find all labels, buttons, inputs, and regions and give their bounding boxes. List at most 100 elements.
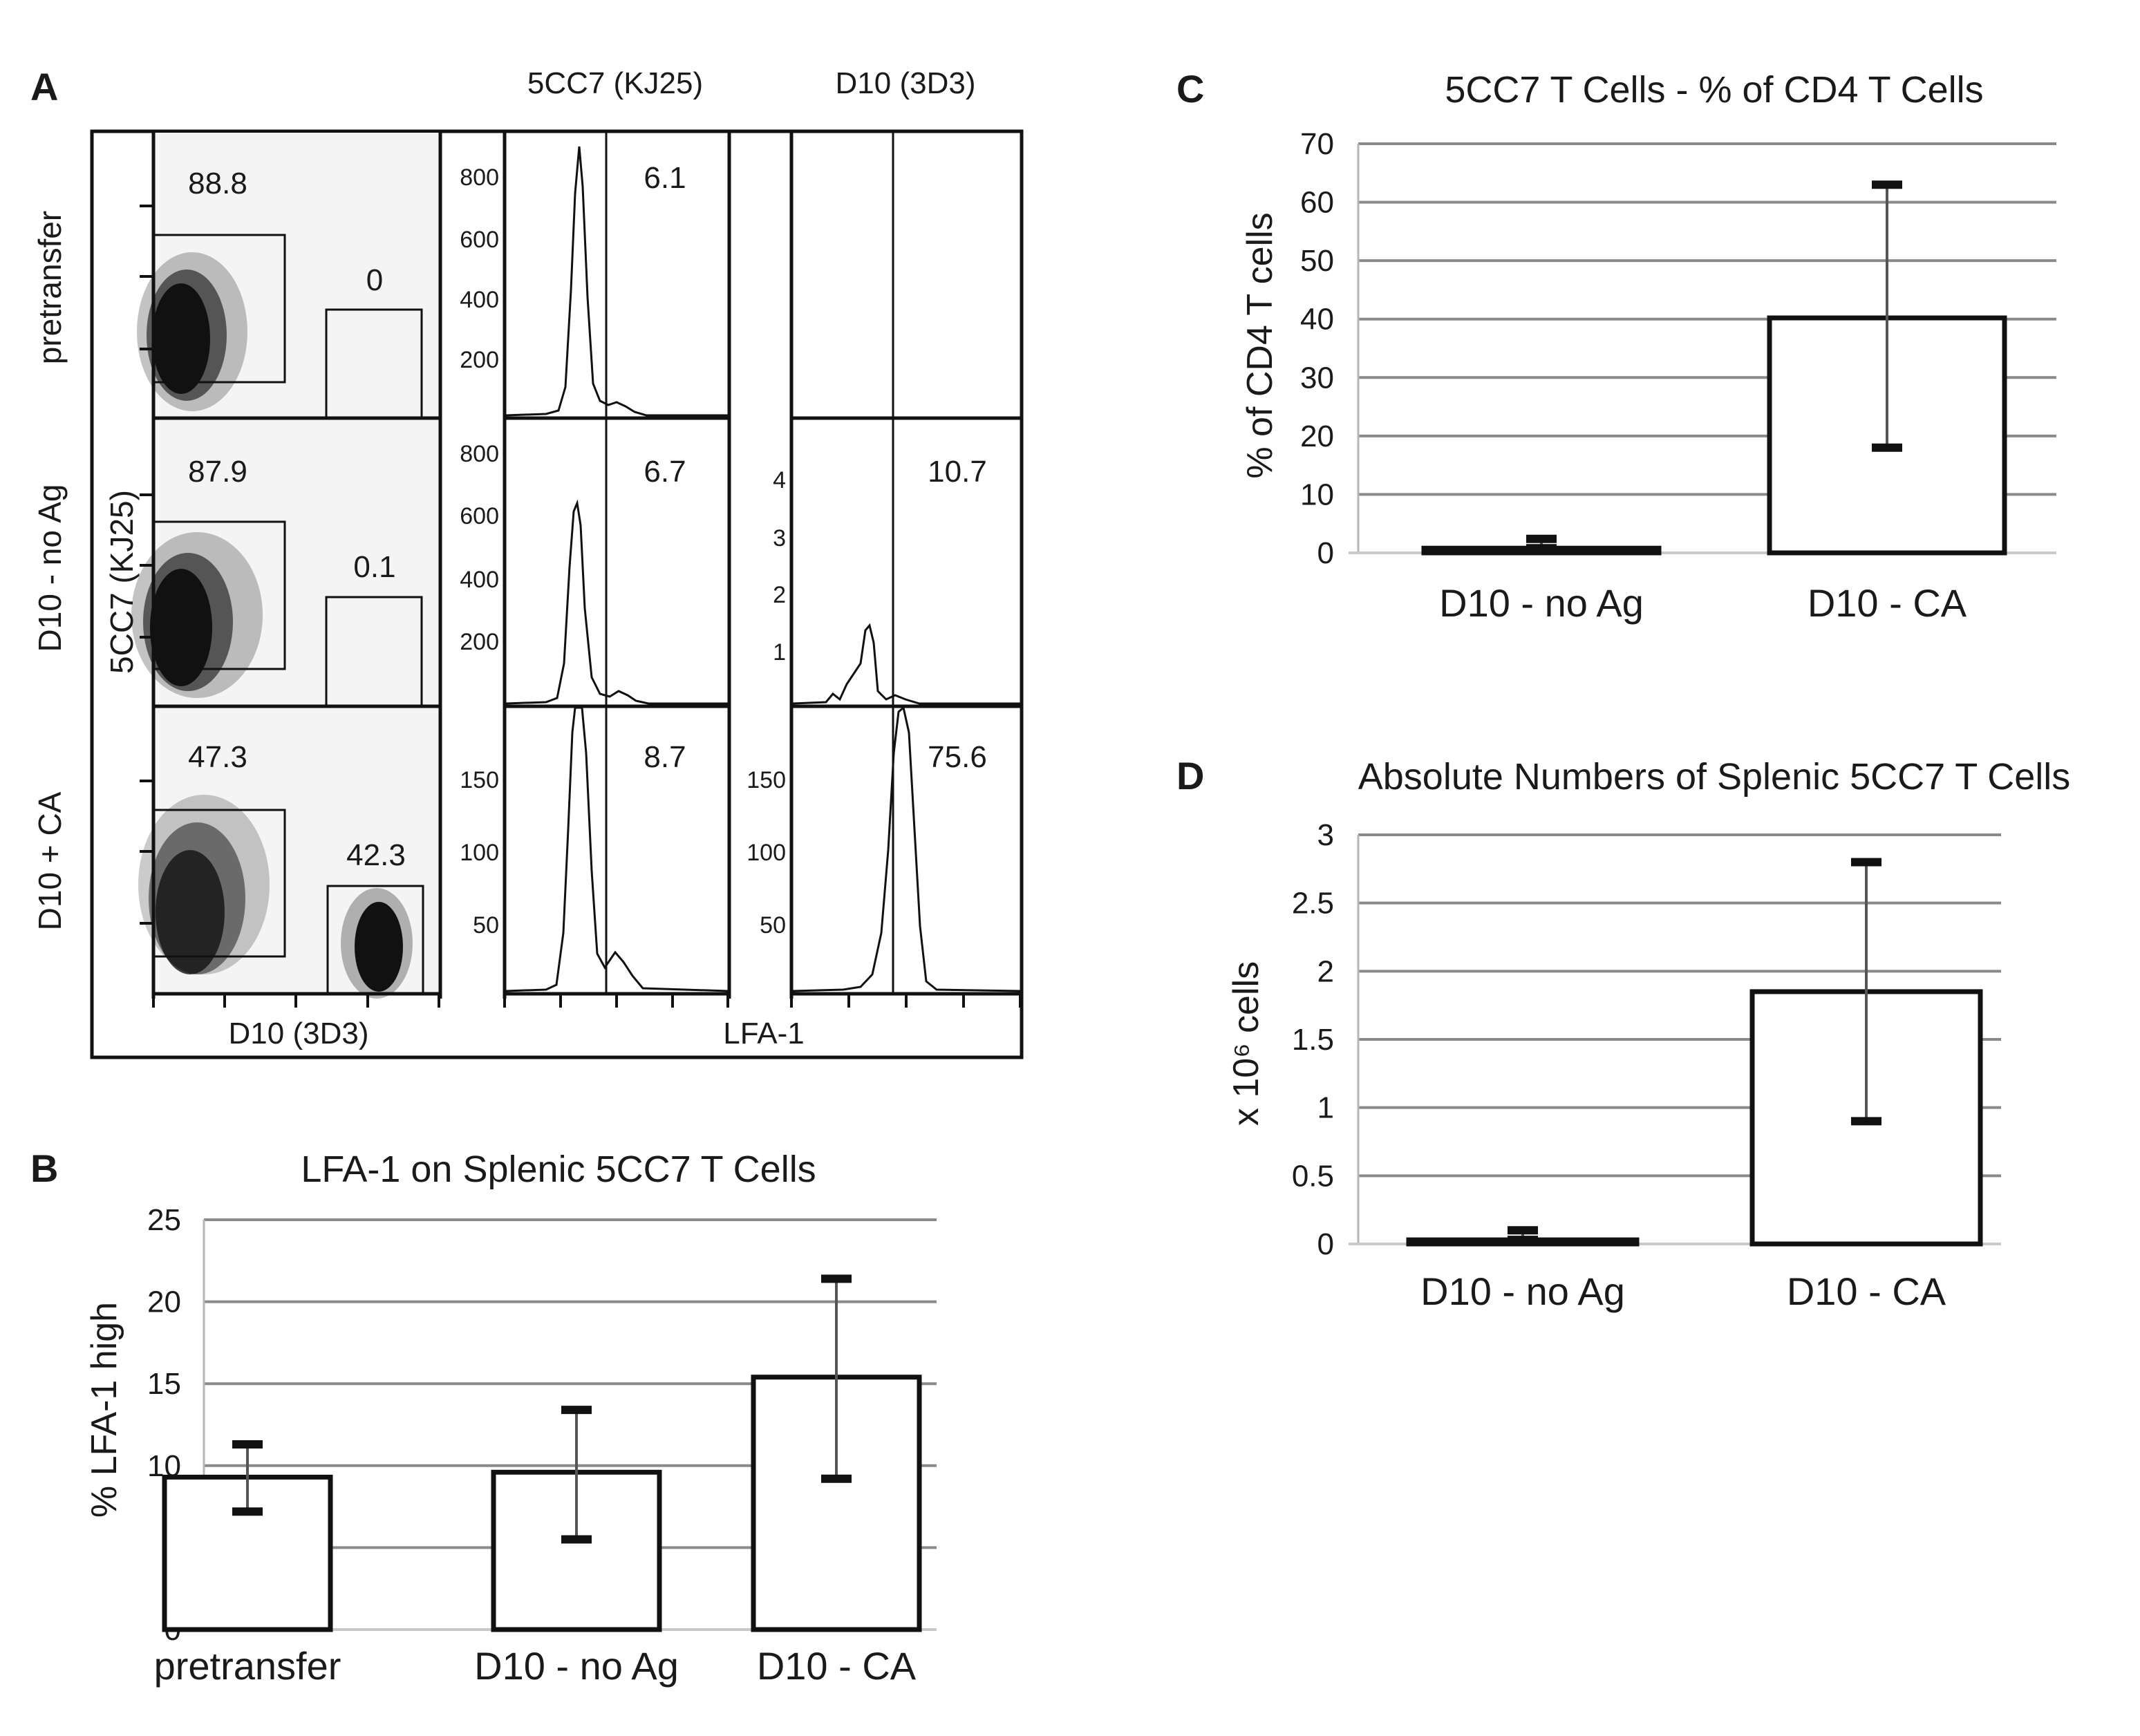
y-tick-label: 40 — [1300, 303, 1334, 337]
d10-histogram-column: LFA-1 4 3 2 1 150 100 50 10.7 75.6 — [723, 131, 1022, 1050]
chart-d-categories: D10 - no Ag D10 - CA — [1420, 1270, 1946, 1313]
dot-population-row-1 — [137, 252, 247, 411]
d10-tick-label: 1 — [773, 639, 786, 666]
d10-histogram-row-2 — [792, 623, 1020, 705]
kj25-tick-label: 800 — [460, 441, 499, 467]
y-tick-label: 3 — [1317, 818, 1334, 852]
y-tick-label: 60 — [1300, 186, 1334, 220]
dot-plot-y-label: 5CC7 (KJ25) — [104, 490, 140, 674]
y-tick-label: 0 — [1317, 536, 1334, 570]
chart-c-y-label: % of CD4 T cells — [1240, 212, 1280, 478]
gate-kj25-row-2 — [152, 520, 286, 670]
col-header-3d3: D10 (3D3) — [836, 66, 976, 100]
panel-a: A 5CC7 (KJ25) D10 (3D3) pretransfer D10 … — [30, 65, 1024, 1059]
kj25-tick-label: 200 — [460, 347, 499, 373]
kj25-tick-label: 400 — [460, 567, 499, 593]
col-header-kj25: 5CC7 (KJ25) — [527, 66, 703, 100]
category-label: D10 - no Ag — [1420, 1270, 1625, 1313]
category-label: D10 - no Ag — [474, 1644, 679, 1688]
category-label: D10 - CA — [1808, 581, 1967, 625]
d10-tick-label: 150 — [747, 767, 786, 793]
dot-plot-column: D10 (3D3) — [131, 131, 442, 1050]
gate-value: 0.1 — [353, 550, 395, 584]
category-label: D10 - CA — [757, 1644, 917, 1688]
kj25-value: 6.1 — [644, 161, 686, 195]
category-label: D10 - no Ag — [1439, 581, 1644, 625]
d10-value: 10.7 — [928, 455, 987, 489]
kj25-histogram-row-2 — [505, 499, 728, 705]
dot-plot-x-label: D10 (3D3) — [229, 1017, 369, 1050]
kj25-tick-label: 200 — [460, 629, 499, 655]
kj25-tick-label: 400 — [460, 287, 499, 313]
gate-kj25-row-1 — [152, 234, 286, 384]
chart-c: C 5CC7 T Cells - % of CD4 T Cells % of C… — [1176, 67, 2056, 625]
panel-c-letter: C — [1176, 67, 1204, 111]
kj25-tick-label: 600 — [460, 227, 499, 253]
y-tick-label: 2.5 — [1292, 887, 1334, 921]
y-tick-label: 30 — [1300, 361, 1334, 395]
kj25-value: 8.7 — [644, 740, 686, 774]
gate-value: 47.3 — [188, 740, 247, 774]
dot-population-row-3 — [138, 795, 413, 999]
chart-c-y-ticks: 0 10 20 30 40 50 60 70 — [1300, 127, 1334, 570]
d10-tick-label: 100 — [747, 840, 786, 866]
category-label: pretransfer — [154, 1644, 341, 1688]
panel-d-letter: D — [1176, 754, 1204, 798]
hist-x-label: LFA-1 — [723, 1017, 804, 1050]
gate-value: 0 — [366, 263, 383, 297]
panel-a-letter: A — [30, 65, 58, 108]
chart-b-categories: pretransfer D10 - no Ag D10 - CA — [154, 1644, 917, 1688]
panel-a-frame — [90, 129, 1024, 1059]
kj25-histogram-row-3 — [505, 706, 729, 992]
gate-3d3-row-2 — [325, 596, 423, 708]
y-tick-label: 1.5 — [1292, 1023, 1334, 1057]
gate-3d3-row-1 — [325, 308, 423, 419]
y-tick-label: 0.5 — [1292, 1159, 1334, 1193]
d10-tick-label: 50 — [760, 912, 786, 938]
dot-population-row-2 — [131, 532, 263, 698]
d10-histogram-row-3 — [792, 706, 1021, 992]
chart-d-y-ticks: 0 0.5 1 1.5 2 2.5 3 — [1292, 818, 1334, 1261]
panel-b-letter: B — [30, 1147, 58, 1190]
kj25-tick-label: 150 — [460, 767, 499, 793]
chart-b-bars — [162, 1375, 922, 1632]
category-label: D10 - CA — [1787, 1270, 1946, 1313]
row-label-d10-no-ag: D10 - no Ag — [32, 484, 68, 652]
chart-b-y-label: % LFA-1 high — [84, 1302, 124, 1518]
kj25-tick-label: 600 — [460, 503, 499, 529]
y-tick-label: 50 — [1300, 244, 1334, 278]
chart-b: B LFA-1 on Splenic 5CC7 T Cells % LFA-1 … — [30, 1147, 937, 1688]
y-tick-label: 20 — [147, 1285, 181, 1319]
chart-c-categories: D10 - no Ag D10 - CA — [1439, 581, 1967, 625]
kj25-tick-label: 800 — [460, 164, 499, 191]
y-tick-label: 1 — [1317, 1091, 1334, 1125]
kj25-histogram-column: 800 600 400 200 800 600 400 200 150 100 … — [460, 131, 731, 1008]
gate-value: 42.3 — [346, 838, 406, 872]
y-tick-label: 15 — [147, 1367, 181, 1401]
chart-d: D Absolute Numbers of Splenic 5CC7 T Cel… — [1176, 754, 2070, 1313]
chart-c-title: 5CC7 T Cells - % of CD4 T Cells — [1445, 69, 1983, 111]
chart-b-title: LFA-1 on Splenic 5CC7 T Cells — [301, 1149, 816, 1190]
row-label-d10-ca: D10 + CA — [32, 791, 68, 930]
y-tick-label: 0 — [1317, 1227, 1334, 1261]
d10-tick-label: 4 — [773, 467, 786, 493]
d10-value: 75.6 — [928, 740, 987, 774]
y-tick-label: 25 — [147, 1203, 181, 1237]
gate-3d3-row-3 — [326, 885, 424, 995]
chart-d-error-bars — [1508, 858, 1881, 1245]
kj25-tick-label: 50 — [473, 912, 499, 938]
chart-c-error-bars — [1526, 180, 1902, 553]
gate-kj25-row-3 — [152, 809, 286, 958]
chart-d-bars — [1406, 989, 1983, 1247]
y-tick-label: 10 — [1300, 478, 1334, 511]
kj25-histogram-row-1 — [505, 146, 728, 417]
kj25-value: 6.7 — [644, 455, 686, 489]
chart-d-y-label: x 10⁶ cells — [1226, 961, 1266, 1126]
gate-value: 87.9 — [188, 455, 247, 489]
chart-b-error-bars — [232, 1274, 852, 1544]
d10-tick-label: 3 — [773, 525, 786, 551]
chart-d-title: Absolute Numbers of Splenic 5CC7 T Cells — [1358, 756, 2070, 798]
gate-value: 88.8 — [188, 167, 247, 200]
row-label-pretransfer: pretransfer — [32, 211, 68, 364]
